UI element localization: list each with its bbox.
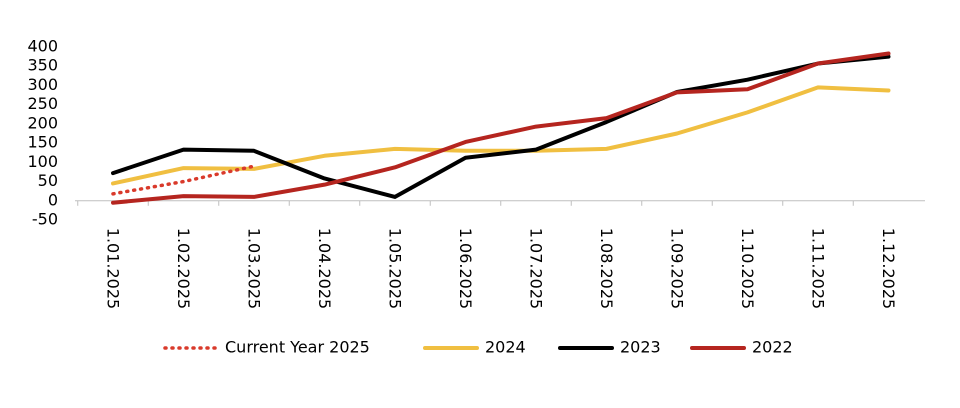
line-series — [111, 164, 256, 196]
line-series — [111, 54, 891, 199]
y-tick-label: 200 — [27, 113, 58, 132]
y-tick-label: 250 — [27, 94, 58, 113]
x-tick-label: 1.11.2025 — [809, 228, 828, 309]
x-tick-label: 1.01.2025 — [104, 228, 123, 309]
y-tick-label: 150 — [27, 133, 58, 152]
legend-label: 2023 — [620, 338, 661, 357]
y-tick-label: 350 — [27, 56, 58, 75]
y-tick-label: 50 — [38, 171, 58, 190]
x-tick-label: 1.02.2025 — [174, 228, 193, 309]
legend-label: 2022 — [752, 338, 793, 357]
y-tick-label: 0 — [48, 190, 58, 209]
x-tick-label: 1.10.2025 — [738, 228, 757, 309]
x-tick-label: 1.03.2025 — [245, 228, 264, 309]
x-tick-label: 1.07.2025 — [527, 228, 546, 309]
x-tick-label: 1.06.2025 — [456, 228, 475, 309]
x-tick-label: 1.09.2025 — [668, 228, 687, 309]
x-tick-label: 1.05.2025 — [386, 228, 405, 309]
line-series — [111, 51, 891, 205]
y-tick-label: 400 — [27, 37, 58, 56]
x-tick-label: 1.12.2025 — [879, 228, 898, 309]
legend-label: Current Year 2025 — [225, 338, 370, 357]
x-tick-label: 1.04.2025 — [315, 228, 334, 309]
y-tick-label: 100 — [27, 152, 58, 171]
legend-label: 2024 — [485, 338, 526, 357]
y-tick-label: 300 — [27, 75, 58, 94]
x-tick-label: 1.08.2025 — [597, 228, 616, 309]
y-tick-label: -50 — [32, 210, 58, 229]
